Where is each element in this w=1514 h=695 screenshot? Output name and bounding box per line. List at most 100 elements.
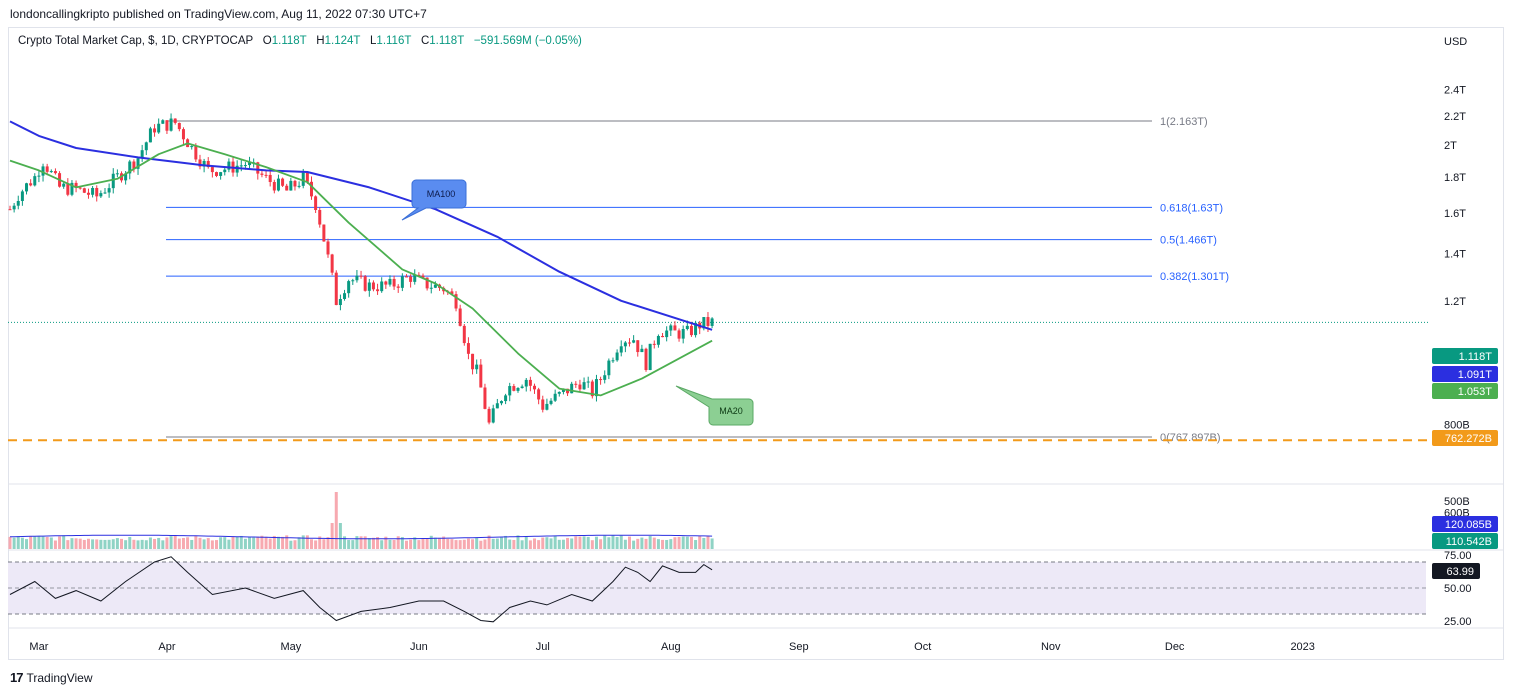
candle-body (82, 188, 86, 193)
candle-body (640, 348, 644, 353)
candle-body (644, 348, 648, 371)
volume-bar (623, 539, 627, 549)
candle-body (665, 330, 669, 338)
volume-bar (528, 540, 532, 549)
volume-bar (239, 535, 243, 549)
candle-body (177, 122, 181, 130)
volume-bar (169, 536, 173, 549)
candle-body (504, 395, 508, 402)
volume-bar (136, 540, 140, 549)
y-tick-label: 1.2T (1444, 296, 1466, 308)
candle-body (301, 172, 305, 186)
candle-body (243, 165, 247, 167)
volume-bar (111, 539, 115, 549)
candle-body (392, 278, 396, 287)
candle-body (471, 353, 475, 370)
volume-bar (520, 540, 524, 549)
volume-bar (103, 539, 107, 549)
candle-body (495, 403, 499, 409)
volume-bar (417, 540, 421, 549)
candle-body (268, 174, 272, 183)
candle-body (173, 118, 177, 123)
volume-bar (582, 536, 586, 549)
chart-frame (8, 27, 1504, 660)
volume-bar (413, 537, 417, 549)
volume-bar (632, 540, 636, 549)
candle-body (656, 335, 660, 345)
price-tag-volume-ma (1432, 516, 1498, 532)
volume-bar (504, 535, 508, 549)
volume-bar (53, 540, 57, 549)
candle-body (599, 379, 603, 381)
candle-body (111, 173, 115, 189)
close-value: 1.118T (429, 35, 465, 47)
volume-bar (161, 540, 165, 549)
volume-bar (140, 539, 144, 549)
price-tag-volume-ma-label: 120.085B (1445, 519, 1492, 531)
candle-body (590, 381, 594, 397)
candle-body (8, 209, 12, 211)
candle-body (524, 379, 528, 387)
volume-bar (533, 538, 537, 549)
candle-body (248, 162, 252, 166)
volume-bar (190, 539, 194, 549)
volume-bar (252, 537, 256, 549)
candle-body (689, 325, 693, 336)
volume-bar (202, 539, 206, 549)
volume-bar (640, 537, 644, 549)
volume-bar (82, 539, 86, 549)
volume-bar (326, 537, 330, 549)
candle-body (206, 160, 210, 168)
x-tick-label: Jul (536, 641, 550, 653)
candle-body (41, 166, 45, 176)
volume-bar (173, 535, 177, 549)
volume-bar (516, 535, 520, 549)
x-tick-label: Sep (789, 641, 809, 653)
candle-body (272, 182, 276, 191)
volume-bar (652, 537, 656, 549)
candle-body (215, 172, 218, 176)
y-tick-label: 800B (1444, 420, 1470, 432)
fib-label: 0.5(1.466T) (1160, 235, 1217, 247)
candle-body (128, 161, 132, 174)
candle-body (95, 187, 99, 197)
price-tag-last-label: 1.118T (1459, 351, 1493, 363)
volume-bar (281, 536, 285, 549)
candle-body (157, 123, 161, 133)
volume-bar (590, 540, 594, 549)
candle-body (545, 403, 549, 410)
volume-bar (194, 535, 198, 549)
volume-bar (475, 537, 479, 549)
candle-body (367, 282, 371, 291)
volume-bar (454, 540, 458, 549)
volume-bar (148, 537, 152, 549)
volume-bar (661, 539, 665, 549)
candle-body (281, 178, 285, 186)
volume-bar (396, 536, 400, 549)
y-tick-label: 2.4T (1444, 84, 1466, 96)
candle-body (359, 275, 363, 277)
volume-bar (153, 538, 157, 549)
volume-bar (499, 537, 503, 549)
candle-body (371, 282, 375, 290)
volume-bar (177, 538, 181, 549)
tv-logo-text: TradingView (26, 670, 93, 685)
tradingview-logo[interactable]: 17 TradingView (10, 670, 93, 685)
volume-bar (301, 535, 305, 549)
volume-bar (677, 536, 681, 549)
volume-bar (689, 536, 693, 549)
volume-bar (181, 537, 185, 549)
candle-body (33, 176, 37, 186)
candle-body (74, 182, 78, 188)
volume-bar (330, 523, 334, 549)
x-tick-label: Dec (1165, 641, 1185, 653)
rsi-tick-label: 50.00 (1444, 583, 1472, 595)
fib-label: 0.618(1.63T) (1160, 202, 1223, 214)
volume-bar (685, 536, 689, 549)
volume-bar (347, 540, 351, 549)
candle-body (264, 174, 268, 176)
x-tick-label: May (280, 641, 301, 653)
candle-body (669, 325, 673, 331)
candle-body (483, 387, 487, 409)
